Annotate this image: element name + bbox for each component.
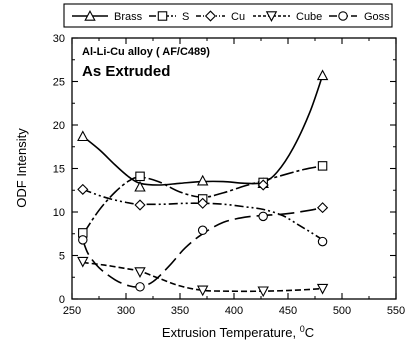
marker-cube bbox=[257, 286, 269, 298]
marker-cube bbox=[134, 267, 146, 278]
marker-cu bbox=[257, 179, 269, 191]
y-tick-label: 25 bbox=[53, 77, 65, 89]
y-axis: 0 5 10 15 20 25 30 bbox=[53, 33, 396, 306]
series-line-cube bbox=[82, 261, 323, 293]
legend-box bbox=[63, 3, 393, 28]
marker-cube bbox=[196, 285, 209, 297]
x-tick-label: 450 bbox=[279, 305, 297, 317]
legend-marker-brass bbox=[84, 10, 96, 21]
series-line-s bbox=[82, 165, 323, 236]
marker-cu bbox=[197, 197, 209, 209]
x-axis-label: Extrusion Temperature, 0C bbox=[162, 324, 314, 340]
series-markers bbox=[77, 69, 329, 298]
x-axis: 250 300 350 400 450 500 550 bbox=[63, 38, 405, 317]
x-tick-label: 250 bbox=[63, 305, 81, 317]
marker-brass bbox=[134, 180, 146, 192]
marker-goss bbox=[317, 236, 328, 247]
marker-cu bbox=[317, 202, 329, 214]
y-tick-label: 30 bbox=[53, 33, 65, 45]
y-tick-label: 0 bbox=[59, 294, 65, 306]
legend-marker-s bbox=[157, 11, 168, 21]
legend-label-cu: Cu bbox=[231, 11, 245, 23]
marker-cube bbox=[316, 283, 329, 295]
legend: Brass S Cu Cube Goss bbox=[63, 3, 393, 28]
marker-s bbox=[135, 171, 145, 182]
legend-marker-goss bbox=[338, 11, 348, 21]
x-axis-label-degree: 0 bbox=[300, 324, 305, 334]
annotation-alloy: Al-Li-Cu alloy ( AF/C489) bbox=[82, 46, 210, 58]
legend-label-cube: Cube bbox=[296, 11, 322, 23]
series-line-goss bbox=[82, 206, 323, 288]
x-tick-label: 400 bbox=[225, 305, 243, 317]
x-axis-label-unit: C bbox=[305, 325, 314, 340]
marker-brass bbox=[77, 130, 89, 142]
y-tick-label: 15 bbox=[53, 164, 65, 176]
marker-cube bbox=[77, 256, 89, 268]
y-axis-label: ODF Intensity bbox=[14, 128, 29, 208]
x-tick-label: 500 bbox=[333, 305, 351, 317]
legend-label-s: S bbox=[182, 11, 189, 23]
series-line-cu bbox=[82, 188, 324, 241]
marker-brass bbox=[196, 174, 209, 186]
x-tick-label: 550 bbox=[387, 305, 405, 317]
annotation-condition: As Extruded bbox=[82, 63, 170, 80]
x-axis-label-text: Extrusion Temperature, bbox=[162, 325, 300, 340]
series-line-brass bbox=[82, 75, 324, 186]
y-tick-label: 20 bbox=[53, 120, 65, 132]
legend-marker-cu bbox=[204, 10, 217, 22]
marker-goss bbox=[197, 225, 208, 236]
marker-cu bbox=[77, 183, 89, 195]
x-tick-label: 350 bbox=[171, 305, 189, 317]
marker-goss bbox=[135, 282, 145, 292]
marker-s bbox=[317, 161, 328, 171]
legend-marker-cube bbox=[265, 11, 278, 22]
legend-label-brass: Brass bbox=[114, 11, 143, 23]
y-tick-label: 10 bbox=[53, 207, 65, 219]
marker-goss bbox=[78, 235, 88, 245]
marker-brass bbox=[316, 69, 329, 81]
y-tick-label: 5 bbox=[59, 251, 65, 263]
x-tick-label: 300 bbox=[117, 305, 135, 317]
marker-goss bbox=[258, 211, 268, 222]
legend-label-goss: Goss bbox=[364, 11, 390, 23]
marker-cu bbox=[134, 199, 146, 211]
